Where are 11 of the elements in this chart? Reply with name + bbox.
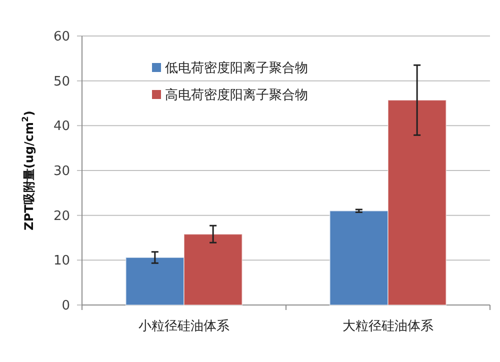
- legend-label: 低电荷密度阳离子聚合物: [165, 60, 308, 76]
- y-tick-label: 10: [53, 254, 70, 269]
- y-tick-label: 40: [53, 119, 70, 134]
- x-tick-label: 小粒径硅油体系: [138, 319, 230, 334]
- y-tick-label: 0: [62, 298, 70, 314]
- legend-label: 高电荷密度阳离子聚合物: [165, 87, 308, 103]
- y-tick-label: 60: [53, 30, 70, 44]
- y-tick-label: 20: [53, 208, 70, 224]
- x-tick-label: 大粒径硅油体系: [342, 319, 434, 334]
- y-tick-label: 50: [53, 74, 70, 90]
- y-tick-label: 30: [53, 164, 70, 179]
